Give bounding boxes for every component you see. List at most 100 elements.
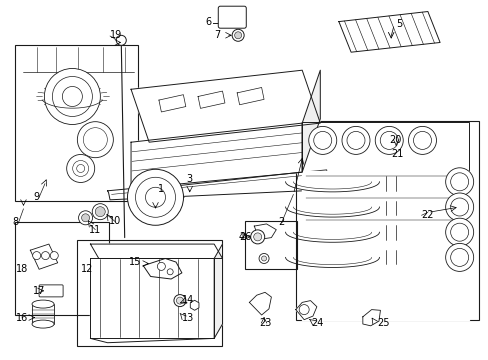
Text: 9: 9: [33, 192, 39, 202]
Text: 25: 25: [377, 318, 389, 328]
Text: 22: 22: [421, 210, 433, 220]
Text: 26: 26: [239, 232, 251, 242]
Circle shape: [313, 131, 331, 149]
Text: 3: 3: [186, 174, 192, 184]
Polygon shape: [302, 171, 468, 320]
Circle shape: [176, 297, 183, 304]
Bar: [244, 221, 297, 269]
Circle shape: [445, 168, 473, 196]
Circle shape: [308, 126, 336, 154]
Bar: [77, 240, 222, 346]
Text: 8: 8: [12, 217, 19, 228]
Text: 16: 16: [16, 312, 28, 323]
Text: 19: 19: [110, 30, 122, 40]
Circle shape: [135, 177, 175, 217]
Circle shape: [79, 211, 92, 225]
FancyBboxPatch shape: [39, 285, 63, 297]
Circle shape: [232, 29, 244, 41]
Polygon shape: [362, 310, 380, 326]
Polygon shape: [198, 91, 224, 108]
Bar: [302, 122, 468, 171]
Circle shape: [259, 253, 268, 264]
Circle shape: [341, 126, 369, 154]
Circle shape: [145, 187, 165, 207]
Polygon shape: [30, 244, 58, 269]
Text: 21: 21: [390, 149, 403, 159]
Circle shape: [445, 193, 473, 221]
Text: 1: 1: [157, 184, 163, 194]
Text: 18: 18: [16, 264, 28, 274]
Circle shape: [234, 32, 241, 39]
Circle shape: [346, 131, 364, 149]
Polygon shape: [90, 258, 214, 338]
Circle shape: [450, 223, 468, 241]
Text: 11: 11: [89, 225, 102, 235]
Circle shape: [380, 131, 397, 149]
Polygon shape: [302, 70, 320, 172]
Circle shape: [261, 256, 266, 261]
Circle shape: [299, 305, 308, 315]
Circle shape: [52, 76, 92, 117]
Circle shape: [81, 214, 89, 222]
Polygon shape: [237, 87, 264, 105]
Circle shape: [77, 165, 84, 172]
Text: 24: 24: [311, 318, 324, 328]
Circle shape: [116, 35, 126, 45]
Polygon shape: [254, 224, 276, 239]
Circle shape: [33, 252, 41, 260]
Polygon shape: [214, 244, 222, 338]
Polygon shape: [249, 292, 271, 315]
FancyBboxPatch shape: [218, 6, 246, 28]
Circle shape: [407, 126, 436, 154]
Bar: [295, 121, 478, 320]
Polygon shape: [131, 70, 320, 142]
Text: 23: 23: [258, 318, 271, 328]
Circle shape: [450, 248, 468, 266]
Circle shape: [73, 161, 88, 176]
Circle shape: [62, 86, 82, 107]
Text: 13: 13: [182, 312, 194, 323]
Ellipse shape: [32, 300, 54, 308]
Circle shape: [450, 198, 468, 216]
Bar: [15, 222, 108, 315]
Text: 20: 20: [388, 135, 400, 145]
Circle shape: [374, 126, 403, 154]
Polygon shape: [107, 170, 327, 200]
Polygon shape: [90, 244, 222, 258]
Circle shape: [92, 204, 108, 220]
Circle shape: [83, 128, 107, 152]
Circle shape: [50, 252, 58, 260]
Text: 2: 2: [278, 217, 284, 228]
Circle shape: [167, 269, 173, 275]
Circle shape: [41, 252, 49, 260]
Polygon shape: [143, 258, 182, 279]
Polygon shape: [159, 95, 185, 112]
Text: 5: 5: [395, 19, 402, 30]
Circle shape: [445, 243, 473, 271]
Text: 7: 7: [213, 30, 220, 40]
Polygon shape: [131, 123, 302, 191]
Circle shape: [445, 218, 473, 246]
Ellipse shape: [32, 320, 54, 328]
Circle shape: [450, 173, 468, 191]
Text: 6: 6: [204, 17, 211, 27]
Circle shape: [413, 131, 430, 149]
Text: 4: 4: [238, 232, 244, 242]
Text: 15: 15: [129, 257, 142, 267]
Text: 14: 14: [182, 294, 194, 305]
Circle shape: [66, 154, 95, 183]
Text: 17: 17: [33, 286, 45, 296]
Circle shape: [44, 68, 100, 125]
Polygon shape: [295, 301, 316, 320]
Circle shape: [77, 122, 113, 158]
Circle shape: [157, 262, 165, 270]
Text: 10: 10: [108, 216, 121, 226]
Circle shape: [174, 294, 185, 307]
Circle shape: [253, 233, 261, 241]
Circle shape: [127, 169, 183, 225]
Circle shape: [95, 207, 105, 217]
Bar: [15, 45, 138, 201]
Circle shape: [250, 230, 264, 244]
Polygon shape: [338, 12, 439, 52]
Text: 12: 12: [81, 264, 93, 274]
